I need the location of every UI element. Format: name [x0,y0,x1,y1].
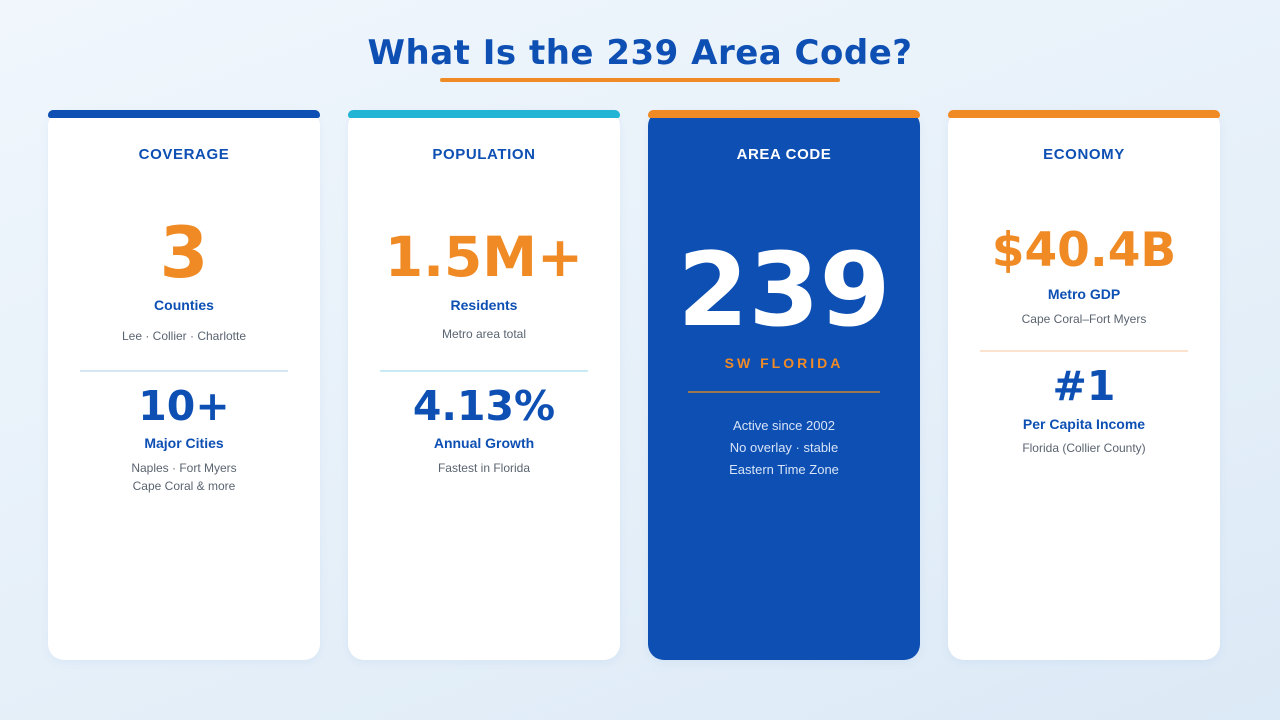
cities-detail-line-2: Cape Coral & more [132,479,236,493]
gdp-label: Metro GDP [1047,286,1121,302]
economy-heading: ECONOMY [1043,146,1125,163]
growth-value: 4.13% [412,382,556,430]
region-label: SW FLORIDA [724,355,844,371]
residents-label: Residents [450,297,518,313]
gdp-detail: Cape Coral–Fort Myers [1021,312,1147,326]
counties-label: Counties [154,297,214,313]
growth-detail: Fastest in Florida [437,461,531,475]
gdp-value: $40.4B [991,223,1177,278]
growth-label: Annual Growth [433,435,535,451]
area-code-divider [688,391,880,393]
coverage-card: COVERAGE 3 Counties Lee · Collier · Char… [48,110,320,660]
page-title: What Is the 239 Area Code? [367,33,913,73]
area-code-note-1: Active since 2002 [733,418,835,433]
population-heading: POPULATION [432,146,536,163]
economy-divider [980,350,1188,352]
income-rank-value: #1 [1052,362,1116,410]
population-divider [380,370,588,372]
area-code-card: AREA CODE 239 SW FLORIDA Active since 20… [648,110,920,660]
residents-value: 1.5M+ [384,225,584,289]
income-rank-detail: Florida (Collier County) [1022,441,1146,455]
economy-card: ECONOMY $40.4B Metro GDP Cape Coral–Fort… [948,110,1220,660]
income-rank-label: Per Capita Income [1022,416,1146,432]
area-code-value: 239 [677,231,891,350]
area-code-heading: AREA CODE [736,146,832,163]
cities-value: 10+ [138,382,230,430]
area-code-note-3: Eastern Time Zone [729,462,839,477]
residents-detail: Metro area total [441,327,527,341]
coverage-card-accent-bar [48,110,320,118]
coverage-divider [80,370,288,372]
title-underline [440,78,840,82]
area-code-card-accent-bar [648,110,920,118]
economy-card-accent-bar [948,110,1220,118]
cities-label: Major Cities [144,435,224,451]
counties-value: 3 [159,212,209,294]
population-card-accent-bar [348,110,620,118]
population-card: POPULATION 1.5M+ Residents Metro area to… [348,110,620,660]
area-code-note-2: No overlay · stable [729,440,839,455]
counties-detail: Lee · Collier · Charlotte [121,329,247,343]
cities-detail-line-1: Naples · Fort Myers [131,461,237,475]
coverage-heading: COVERAGE [138,146,230,163]
